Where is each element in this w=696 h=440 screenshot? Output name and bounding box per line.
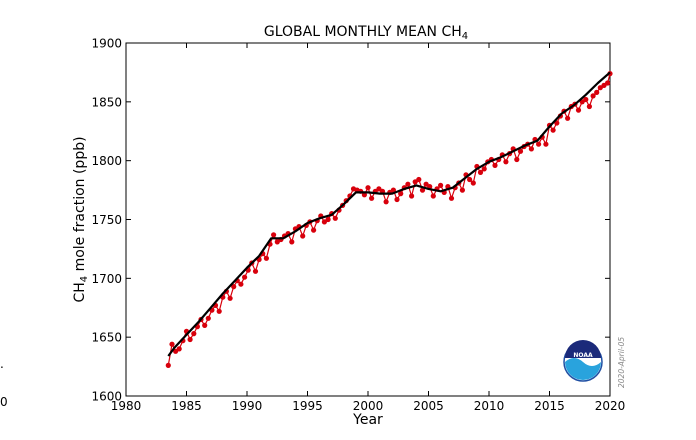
monthly-mean-point [430, 193, 436, 199]
monthly-mean-point [470, 180, 476, 186]
monthly-mean-point [528, 146, 535, 152]
monthly-mean-point [321, 219, 327, 225]
chart-title-main: GLOBAL MONTHLY MEAN CH [264, 24, 462, 40]
y-tick-label: 1700 [91, 272, 122, 286]
left-edge-glyph-2: 0 [0, 395, 8, 409]
monthly-mean-point [438, 182, 444, 188]
trend-line [167, 71, 611, 357]
monthly-mean-point [369, 195, 375, 201]
monthly-mean-point [448, 195, 455, 201]
monthly-mean-point [216, 308, 222, 314]
monthly-mean-point [227, 295, 233, 301]
x-tick-label: 1980 [111, 399, 142, 413]
noaa-logo-wave [565, 358, 601, 380]
monthly-mean-point [176, 346, 182, 352]
monthly-mean-point [419, 187, 426, 193]
x-tick-label: 2000 [353, 399, 384, 413]
y-tick-label: 1850 [91, 95, 122, 109]
monthly-mean-point [605, 80, 611, 86]
monthly-mean-point [311, 227, 317, 233]
monthly-mean-point [409, 193, 415, 199]
monthly-mean-point [514, 156, 520, 163]
x-axis-ticks: 1980 1985 1990 1995 2000 2005 2010 2015 2020 [111, 43, 626, 413]
x-tick-label: 2010 [474, 399, 505, 413]
y-tick-label: 1650 [91, 331, 122, 345]
y-axis-label-subscript: 4 [79, 276, 90, 282]
monthly-mean-point [492, 162, 498, 168]
y-tick-label: 1800 [91, 154, 122, 168]
y-axis-label-main: CH [72, 282, 88, 302]
monthly-mean-point [594, 89, 600, 95]
monthly-mean-point [390, 187, 396, 193]
monthly-mean-point [169, 341, 175, 347]
x-tick-label: 2020 [595, 399, 626, 413]
monthly-mean-point [575, 107, 582, 113]
x-tick-label: 2005 [413, 399, 444, 413]
monthly-mean-point [467, 176, 473, 183]
monthly-mean-point [583, 96, 589, 103]
monthly-mean-point [263, 255, 269, 261]
noaa-logo: NOAA [563, 340, 603, 382]
monthly-mean-point [536, 141, 542, 147]
monthly-mean-point [394, 196, 400, 203]
monthly-mean-point [590, 93, 596, 99]
monthly-mean-point [252, 268, 259, 274]
monthly-mean-point [191, 331, 197, 337]
monthly-mean-series [165, 71, 613, 368]
y-tick-label: 1600 [91, 390, 122, 404]
y-tick-label: 1750 [91, 213, 122, 227]
monthly-mean-point [383, 199, 389, 205]
monthly-mean-point [231, 284, 237, 290]
x-axis-label: Year [352, 412, 383, 428]
monthly-mean-point [398, 191, 404, 197]
monthly-mean-point [543, 141, 549, 147]
monthly-mean-point [550, 127, 556, 133]
monthly-mean-point [586, 103, 593, 110]
x-tick-label: 1995 [292, 399, 323, 413]
monthly-mean-point [289, 239, 295, 245]
monthly-mean-point [205, 315, 211, 321]
monthly-mean-point [271, 232, 277, 238]
monthly-mean-point [405, 181, 411, 187]
x-tick-label: 2015 [534, 399, 565, 413]
monthly-mean-point [325, 216, 331, 223]
monthly-mean-point [238, 281, 244, 287]
y-axis-ticks: 1600 1650 1700 1750 1800 1850 1900 [91, 37, 610, 404]
noaa-logo-top [565, 340, 601, 358]
x-tick-label: 1985 [171, 399, 202, 413]
monthly-mean-point [459, 187, 465, 193]
noaa-logo-text: NOAA [573, 352, 593, 359]
left-edge-glyph-1: . [0, 357, 4, 371]
monthly-mean-point [242, 274, 248, 280]
y-tick-label: 1900 [91, 37, 122, 51]
date-watermark: 2020-April-05 [617, 336, 626, 388]
monthly-mean-point [332, 215, 338, 221]
monthly-mean-point [300, 233, 306, 239]
chart-title: GLOBAL MONTHLY MEAN CH4 [264, 24, 468, 42]
monthly-mean-point [517, 148, 524, 154]
monthly-mean-point [503, 159, 509, 165]
chart-title-subscript: 4 [462, 31, 468, 42]
y-axis-label: CH4 mole fraction (ppb) [72, 136, 90, 302]
monthly-mean-point [202, 322, 208, 328]
monthly-mean-point [565, 115, 571, 121]
trend-series [167, 71, 611, 357]
monthly-mean-point [365, 185, 371, 191]
monthly-mean-point [477, 169, 484, 175]
monthly-mean-line [167, 73, 611, 366]
monthly-mean-point [416, 176, 422, 183]
y-axis-label-rest: mole fraction (ppb) [72, 136, 88, 275]
plot-area [125, 42, 611, 397]
monthly-mean-point [187, 336, 193, 343]
x-tick-label: 1990 [232, 399, 263, 413]
monthly-mean-point [165, 362, 171, 368]
monthly-mean-point [481, 166, 487, 172]
